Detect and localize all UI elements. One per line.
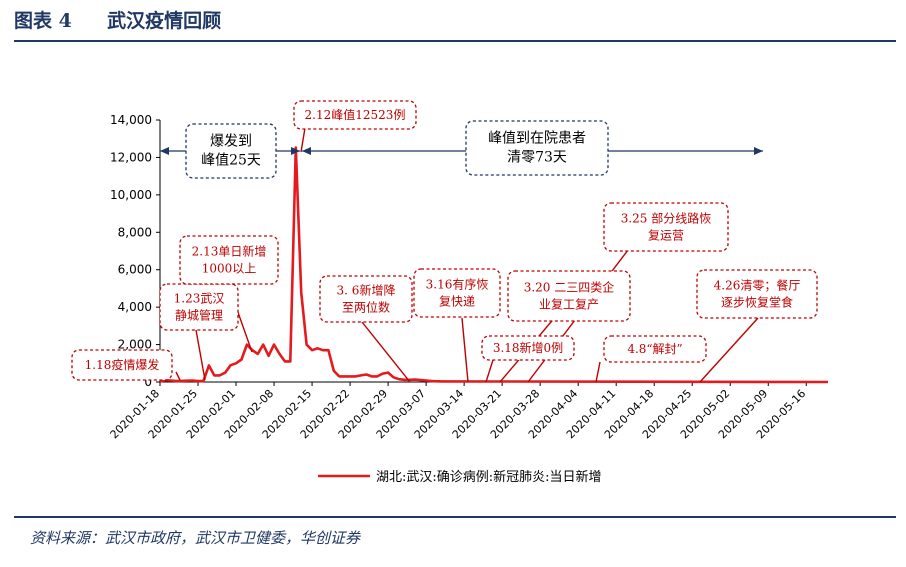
source-note: 资料来源：武汉市政府，武汉市卫健委，华创证券 <box>30 529 361 547</box>
y-tick-label: 14,000 <box>110 113 152 127</box>
period-arrowhead <box>754 147 763 155</box>
period-clearance-box <box>465 120 609 176</box>
legend-label: 湖北:武汉:确诊病例:新冠肺炎:当日新增 <box>376 469 602 485</box>
y-tick-label: 2,000 <box>118 338 152 352</box>
annotation-mar25-text: 3.25 部分线路恢 <box>621 211 712 226</box>
y-tick-label: 0 <box>144 375 152 389</box>
annotation-leader <box>175 371 181 381</box>
series-line <box>159 146 829 384</box>
period-outbreak-text: 爆发到 <box>210 134 252 150</box>
annotation-apr26-box <box>696 269 818 319</box>
period-arrowhead <box>302 147 311 155</box>
period-arrowhead <box>160 147 169 155</box>
annotation-mar16-text: 复快递 <box>439 295 475 309</box>
annotation-leader <box>461 317 469 383</box>
annotation-leader <box>361 321 411 383</box>
annotation-mar06-text: 3. 6新增降 <box>337 283 396 298</box>
annotation-apr08-box <box>603 335 707 363</box>
annotation-mar06-text: 至两位数 <box>342 300 390 315</box>
annotation-mar16-box <box>413 268 501 318</box>
annotation-mar20-text: 3.20 二三四类企 <box>524 280 615 295</box>
annotation-mar20-text: 业复工复产 <box>539 298 599 312</box>
figure-title: 图表 4 武汉疫情回顾 <box>14 6 221 33</box>
annotation-mar20-box <box>507 270 631 322</box>
annotation-leader <box>595 361 601 383</box>
annotation-leader <box>195 329 206 381</box>
period-arrowhead <box>291 147 300 155</box>
period-clearance-text: 峰值到在院患者 <box>488 131 586 147</box>
annotation-mar25-box <box>603 202 729 252</box>
annotation-jan23-text: 静城管理 <box>175 308 223 323</box>
annotation-jan18-text: 1.18疫情爆发 <box>85 357 160 372</box>
annotation-mar18-box <box>481 335 575 361</box>
annotation-mar25-text: 复运营 <box>648 229 684 243</box>
annotation-mar16-text: 3.16有序恢 <box>426 277 489 292</box>
top-divider <box>14 40 896 42</box>
y-tick-label: 4,000 <box>118 300 152 314</box>
bottom-divider <box>14 516 896 518</box>
annotation-feb13-text: 1000以上 <box>202 262 257 276</box>
annotation-apr26-text: 逐步恢复堂食 <box>721 295 793 310</box>
annotation-apr08-text: 4.8“解封” <box>627 342 682 356</box>
annotation-feb12-peak-box <box>293 100 417 130</box>
y-tick-label: 8,000 <box>118 225 152 239</box>
annotation-feb12-peak-text: 2.12峰值12523例 <box>305 107 406 122</box>
annotation-apr26-text: 4.26清零；餐厅 <box>714 278 801 293</box>
period-outbreak-box <box>185 123 277 179</box>
annotation-leader <box>485 359 494 383</box>
y-tick-label: 10,000 <box>110 188 152 202</box>
annotation-feb13-text: 2.13单日新增 <box>192 244 267 259</box>
figure-number: 图表 4 <box>14 10 72 32</box>
annotation-feb13-box <box>179 235 279 285</box>
period-outbreak-text: 峰值25天 <box>201 153 261 169</box>
annotation-jan23-box <box>159 283 239 331</box>
annotation-leader <box>300 127 306 153</box>
figure-heading: 武汉疫情回顾 <box>107 10 222 32</box>
annotation-leader <box>699 317 759 383</box>
y-tick-label: 6,000 <box>118 263 152 277</box>
y-tick-label: 12,000 <box>110 150 152 164</box>
annotation-jan18-box <box>71 349 173 381</box>
annotation-mar06-box <box>319 275 413 323</box>
annotation-mar18-text: 3.18新增0例 <box>493 340 563 355</box>
annotation-jan23-text: 1.23武汉 <box>174 292 225 306</box>
period-clearance-text: 清零73天 <box>507 150 567 166</box>
